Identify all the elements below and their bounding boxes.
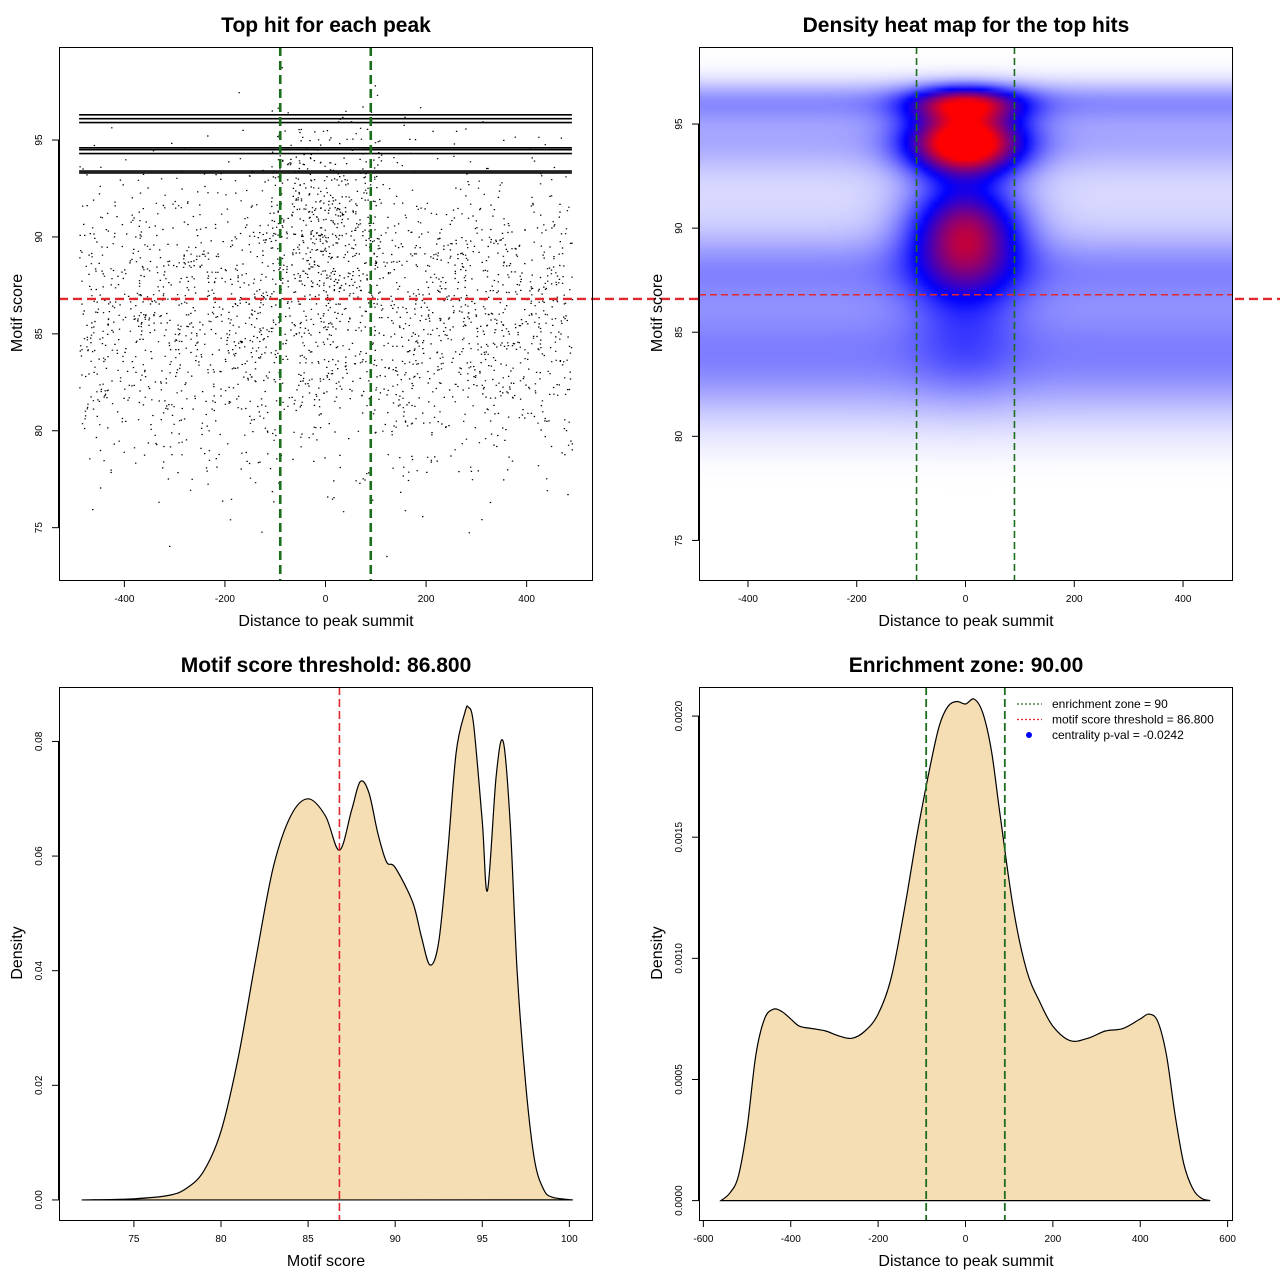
x-tick-label: -400	[114, 594, 134, 605]
x-tick-label: 95	[477, 1234, 489, 1245]
legend-entry-label: motif score threshold = 86.800	[1052, 713, 1214, 727]
y-tick-label: 0.06	[34, 846, 45, 866]
y-tick-label: 85	[34, 328, 45, 340]
scatter-points	[79, 67, 574, 558]
y-tick-label: 0.04	[34, 961, 45, 981]
y-tick-label: 0.0010	[674, 943, 685, 974]
y-tick-label: 75	[674, 534, 685, 546]
x-tick-label: -200	[847, 594, 867, 605]
y-axis-label: Density	[9, 926, 26, 979]
density-area	[720, 698, 1211, 1201]
x-tick-label: 200	[1045, 1234, 1062, 1245]
panel-score-density: Motif score threshold: 86.800 Motif score…	[9, 654, 593, 1270]
panel-scatter: Top hit for each peak Distance to peak su…	[9, 14, 1280, 630]
x-tick-label: 400	[1132, 1234, 1149, 1245]
x-tick-label: 0	[963, 1234, 969, 1245]
x-tick-label: -400	[781, 1234, 801, 1245]
y-tick-label: 95	[34, 134, 45, 146]
x-axis: 75 80 85 90 95 100	[128, 1220, 578, 1245]
panel-position-density: Enrichment zone: 90.00 Distance to peak s…	[649, 654, 1236, 1270]
plot-frame	[699, 47, 1233, 581]
chart-title: Density heat map for the top hits	[803, 14, 1130, 37]
y-axis: 75 80 85 90 95	[674, 118, 699, 546]
x-axis: -400 -200 0 200 400	[738, 580, 1192, 605]
legend-marker-point	[1026, 732, 1032, 738]
y-tick-label: 0.0005	[674, 1064, 685, 1095]
x-tick-label: 400	[1175, 594, 1192, 605]
y-axis: 0.00 0.02 0.04 0.06 0.08	[34, 731, 59, 1210]
y-tick-label: 75	[34, 522, 45, 534]
chart-title: Enrichment zone: 90.00	[849, 654, 1084, 677]
y-axis-label: Motif score	[649, 274, 666, 352]
y-tick-label: 0.0020	[674, 700, 685, 731]
plot-frame	[59, 47, 593, 581]
x-axis: -600 -400 -200 0 200 400 600	[693, 1220, 1236, 1245]
y-axis-label: Density	[649, 926, 666, 979]
x-tick-label: 0	[323, 594, 329, 605]
chart-title: Motif score threshold: 86.800	[181, 654, 472, 677]
x-tick-label: 0	[963, 594, 969, 605]
x-axis-label: Distance to peak summit	[878, 1253, 1054, 1270]
x-axis: -400 -200 0 200 400	[114, 580, 535, 605]
x-tick-label: 200	[1066, 594, 1083, 605]
density-area	[81, 705, 573, 1200]
chart-title: Top hit for each peak	[221, 14, 431, 37]
y-tick-label: 80	[34, 425, 45, 437]
y-tick-label: 0.00	[34, 1190, 45, 1210]
y-tick-label: 0.0000	[674, 1185, 685, 1216]
y-axis: 0.0000 0.0005 0.0010 0.0015 0.0020	[674, 700, 699, 1216]
x-tick-label: -200	[215, 594, 235, 605]
density-heatmap	[699, 47, 1232, 580]
legend: enrichment zone = 90 motif score threshol…	[1017, 697, 1214, 742]
y-tick-label: 80	[674, 430, 685, 442]
y-tick-label: 0.0015	[674, 821, 685, 852]
y-axis-label: Motif score	[9, 274, 26, 352]
legend-entry-label: centrality p-val = -0.0242	[1052, 728, 1184, 742]
x-tick-label: 400	[518, 594, 535, 605]
x-tick-label: -200	[868, 1234, 888, 1245]
plot-frame	[59, 687, 593, 1221]
panel-heatmap: Density heat map for the top hits Distanc…	[649, 14, 1233, 630]
plot-frame	[699, 687, 1233, 1221]
y-tick-label: 85	[674, 326, 685, 338]
x-tick-label: 75	[128, 1234, 140, 1245]
y-tick-label: 0.02	[34, 1075, 45, 1095]
scatter-point-cloud	[79, 67, 574, 558]
x-axis-label: Distance to peak summit	[238, 613, 414, 630]
density-curve	[81, 705, 573, 1201]
y-axis: 75 80 85 90 95	[34, 134, 59, 533]
x-axis-label: Motif score	[287, 1253, 365, 1270]
x-tick-label: 85	[303, 1234, 315, 1245]
y-tick-label: 0.08	[34, 731, 45, 751]
y-tick-label: 90	[34, 231, 45, 243]
x-tick-label: -600	[693, 1234, 713, 1245]
y-tick-label: 90	[674, 222, 685, 234]
x-tick-label: 600	[1219, 1234, 1236, 1245]
x-axis-label: Distance to peak summit	[878, 613, 1054, 630]
legend-entry-label: enrichment zone = 90	[1052, 697, 1168, 711]
y-tick-label: 95	[674, 118, 685, 130]
x-tick-label: 80	[215, 1234, 227, 1245]
x-tick-label: 200	[418, 594, 435, 605]
x-tick-label: 100	[561, 1234, 578, 1245]
x-tick-label: 90	[390, 1234, 402, 1245]
x-tick-label: -400	[738, 594, 758, 605]
density-curve	[719, 698, 1211, 1202]
